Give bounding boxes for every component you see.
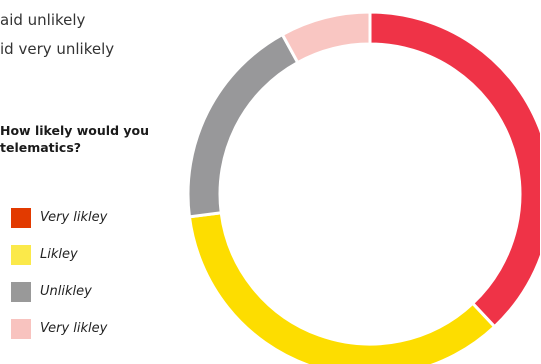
- legend-item-very-likely-2: Very likley: [11, 318, 108, 339]
- slice-very-likely-2: [280, 12, 372, 65]
- slice-unlikely: [188, 32, 300, 219]
- legend-label-unlikely: Unlikley: [40, 284, 92, 299]
- legend-label-very-likely: Very likley: [40, 210, 108, 225]
- legend-item-very-likely: Very likley: [11, 207, 108, 228]
- legend-label-very-likely-2: Very likley: [40, 321, 108, 336]
- question-text: How likely would you telematics?: [0, 123, 150, 155]
- legend-swatch-likely: [11, 244, 31, 265]
- chart-legend: Very likley Likley Unlikley Very likley: [11, 207, 108, 356]
- donut-chart: [188, 12, 540, 364]
- intro-line-2: aid unlikely: [0, 11, 86, 29]
- legend-swatch-very-likely-2: [11, 318, 31, 339]
- legend-swatch-very-likely: [11, 207, 31, 228]
- slice-likely: [188, 211, 497, 364]
- slice-very-likely: [368, 12, 540, 329]
- legend-swatch-unlikely: [11, 281, 31, 302]
- legend-label-likely: Likley: [40, 247, 78, 262]
- intro-line-3: id very unlikely: [0, 40, 115, 58]
- legend-item-unlikely: Unlikley: [11, 281, 107, 302]
- legend-item-likely: Likley: [11, 244, 107, 265]
